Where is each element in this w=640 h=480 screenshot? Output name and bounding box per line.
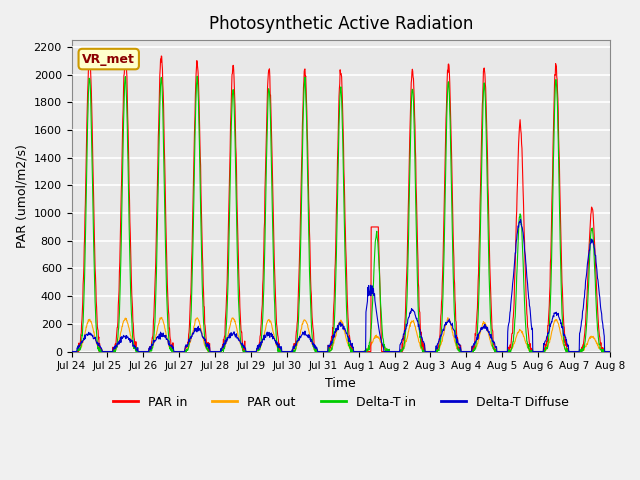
- Title: Photosynthetic Active Radiation: Photosynthetic Active Radiation: [209, 15, 473, 33]
- Text: VR_met: VR_met: [83, 53, 135, 66]
- Legend: PAR in, PAR out, Delta-T in, Delta-T Diffuse: PAR in, PAR out, Delta-T in, Delta-T Dif…: [108, 391, 573, 414]
- Y-axis label: PAR (umol/m2/s): PAR (umol/m2/s): [15, 144, 28, 248]
- X-axis label: Time: Time: [325, 377, 356, 390]
